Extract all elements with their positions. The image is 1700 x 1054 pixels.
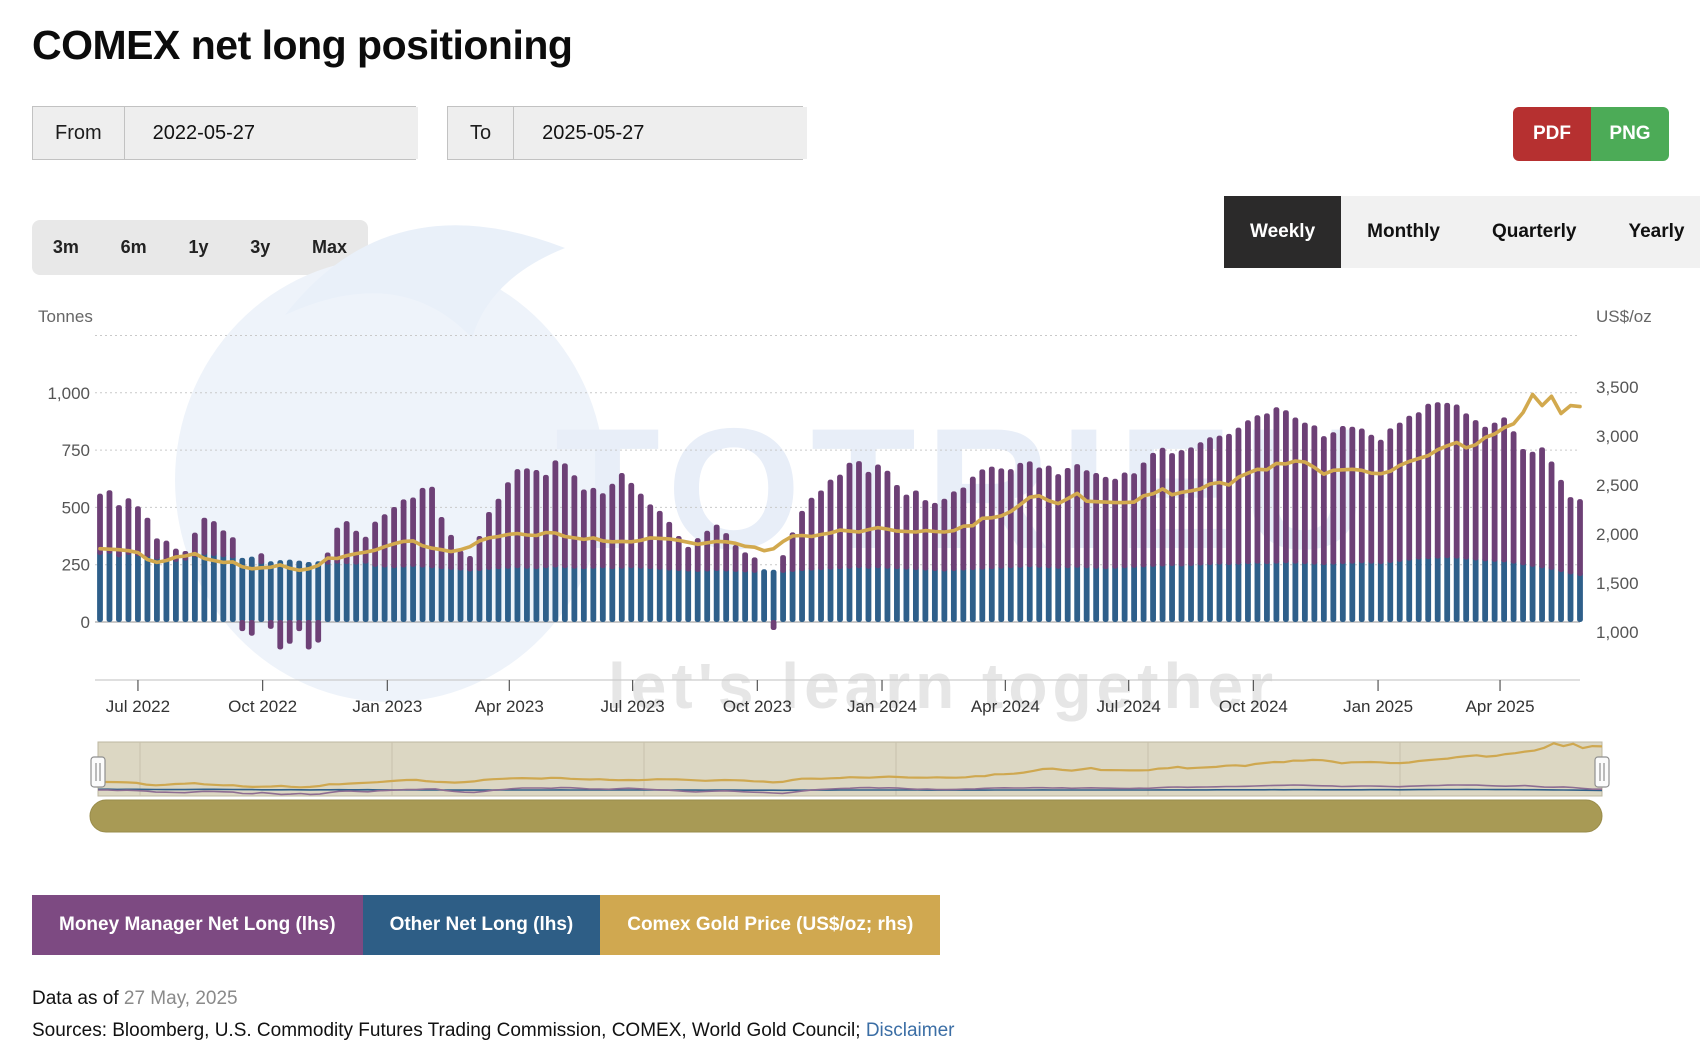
to-date-field: To — [447, 106, 808, 160]
disclaimer-link[interactable]: Disclaimer — [865, 1020, 955, 1041]
tab-weekly[interactable]: Weekly — [1224, 196, 1342, 268]
legend-gold-price[interactable]: Comex Gold Price (US$/oz; rhs) — [600, 895, 941, 955]
svg-text:250: 250 — [62, 556, 90, 575]
chart-legend: Money Manager Net Long (lhs) Other Net L… — [32, 895, 941, 955]
svg-text:Oct 2024: Oct 2024 — [1219, 697, 1288, 716]
axis-labels: 0 250 500 750 1,000 1,000 1,500 2,000 2,500 3,000… — [38, 307, 1652, 716]
range-button-3m[interactable]: 3m — [45, 231, 87, 264]
navigator — [97, 741, 1603, 797]
svg-text:2,500: 2,500 — [1596, 476, 1639, 495]
from-date-field: From — [32, 106, 418, 160]
svg-text:Jan 2024: Jan 2024 — [847, 697, 917, 716]
svg-text:Oct 2022: Oct 2022 — [228, 697, 297, 716]
legend-other-net-long[interactable]: Other Net Long (lhs) — [362, 895, 601, 955]
money-manager-bars[interactable] — [97, 402, 1583, 650]
pdf-export-button[interactable]: PDF — [1513, 107, 1591, 161]
svg-text:3,000: 3,000 — [1596, 427, 1639, 446]
tab-yearly[interactable]: Yearly — [1602, 196, 1700, 268]
svg-text:Jan 2023: Jan 2023 — [352, 697, 422, 716]
range-button-1y[interactable]: 1y — [180, 231, 216, 264]
range-button-6m[interactable]: 6m — [113, 231, 155, 264]
gold-price-line — [98, 392, 1582, 573]
navigator-scrollbar[interactable] — [89, 799, 1603, 833]
page-title: COMEX net long positioning — [32, 22, 573, 68]
tab-monthly[interactable]: Monthly — [1341, 196, 1466, 268]
to-label: To — [448, 107, 515, 159]
svg-text:1,000: 1,000 — [1596, 623, 1639, 642]
svg-text:3,500: 3,500 — [1596, 378, 1639, 397]
sources-text: Sources: Bloomberg, U.S. Commodity Futur… — [32, 1020, 866, 1041]
svg-text:Apr 2023: Apr 2023 — [475, 697, 544, 716]
range-buttons: 3m 6m 1y 3y Max — [32, 220, 368, 275]
data-as-of-date: 27 May, 2025 — [123, 988, 238, 1009]
svg-text:Tonnes: Tonnes — [38, 307, 93, 326]
png-export-button[interactable]: PNG — [1591, 107, 1669, 161]
frequency-tabs: Weekly Monthly Quarterly Yearly — [1224, 196, 1700, 268]
svg-text:US$/oz: US$/oz — [1596, 307, 1652, 326]
other-net-long-bars[interactable] — [97, 549, 1583, 622]
tab-quarterly[interactable]: Quarterly — [1465, 196, 1603, 268]
from-label: From — [33, 107, 125, 159]
data-as-of-prefix: Data as of — [32, 988, 124, 1009]
svg-text:2,000: 2,000 — [1596, 525, 1639, 544]
from-date-input[interactable] — [124, 107, 418, 159]
svg-text:Jul 2024: Jul 2024 — [1097, 697, 1161, 716]
svg-text:Jul 2022: Jul 2022 — [106, 697, 170, 716]
svg-text:1,500: 1,500 — [1596, 574, 1639, 593]
gridlines — [95, 335, 1580, 681]
svg-text:1,000: 1,000 — [47, 384, 90, 403]
svg-text:let's learn together: let's learn together — [608, 650, 1278, 722]
to-date-input[interactable] — [514, 107, 808, 159]
range-button-max[interactable]: Max — [304, 231, 355, 264]
export-buttons: PDF PNG — [1513, 107, 1669, 161]
navigator-right-handle[interactable] — [1594, 756, 1610, 788]
svg-text:Oct 2023: Oct 2023 — [723, 697, 792, 716]
svg-text:500: 500 — [62, 498, 90, 517]
svg-text:0: 0 — [81, 613, 90, 632]
range-button-3y[interactable]: 3y — [242, 231, 278, 264]
navigator-left-handle[interactable] — [90, 756, 106, 788]
svg-text:750: 750 — [62, 441, 90, 460]
svg-text:Apr 2025: Apr 2025 — [1466, 697, 1535, 716]
svg-text:Jul 2023: Jul 2023 — [600, 697, 664, 716]
svg-text:Apr 2024: Apr 2024 — [971, 697, 1040, 716]
sources-line: Sources: Bloomberg, U.S. Commodity Futur… — [32, 1020, 955, 1042]
legend-money-manager[interactable]: Money Manager Net Long (lhs) — [32, 895, 363, 955]
data-as-of: Data as of 27 May, 2025 — [32, 988, 238, 1010]
svg-text:Jan 2025: Jan 2025 — [1343, 697, 1413, 716]
